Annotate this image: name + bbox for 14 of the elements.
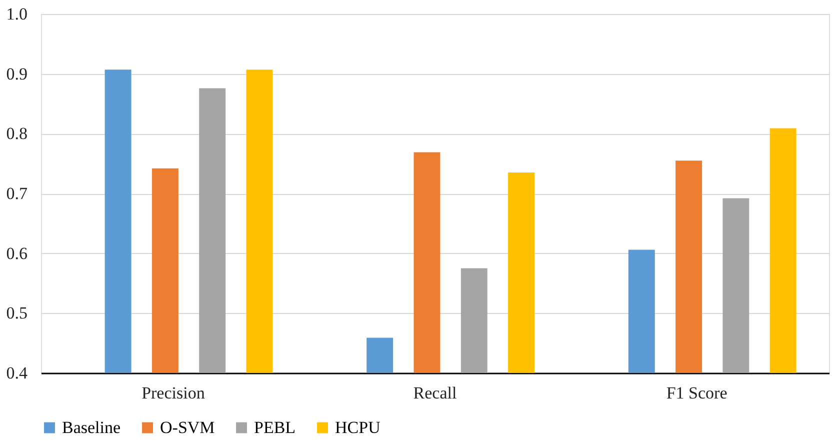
legend-label: HCPU — [335, 418, 380, 437]
y-tick-label: 0.4 — [6, 364, 28, 382]
y-tick-label: 0.9 — [6, 64, 28, 84]
y-tick-label: 0.6 — [6, 244, 28, 263]
x-tick-label: Precision — [142, 384, 206, 402]
y-tick-label: 1.0 — [6, 4, 28, 24]
y-tick-label: 0.8 — [6, 124, 28, 144]
y-tick-label: 0.5 — [6, 304, 28, 323]
y-tick-label: 0.7 — [6, 184, 28, 203]
x-tick-label: F1 Score — [666, 384, 728, 402]
legend-label: Baseline — [62, 418, 121, 437]
legend-label: PEBL — [254, 418, 296, 437]
x-tick-label: Recall — [413, 384, 457, 402]
legend-label: O-SVM — [160, 418, 215, 437]
